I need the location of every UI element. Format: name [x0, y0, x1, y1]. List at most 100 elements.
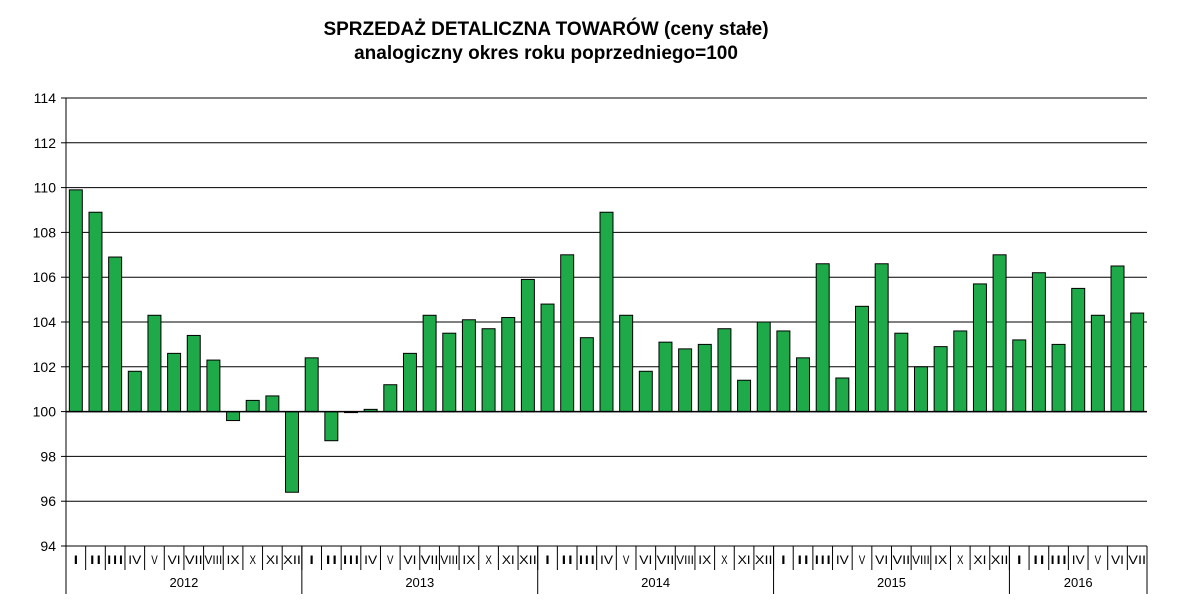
- x-tick-label-54: VII: [1128, 553, 1146, 567]
- x-tick-label-7: VIII: [205, 553, 223, 567]
- bar-46: [972, 283, 987, 413]
- bar-16: [383, 384, 398, 413]
- bar-4: [147, 314, 162, 413]
- bar-35: [756, 321, 771, 413]
- x-tick-label-41: VI: [875, 553, 888, 567]
- bar-23: [520, 278, 535, 413]
- x-tick-label-45: X: [957, 553, 964, 567]
- y-tick-label-104: 104: [33, 314, 57, 330]
- x-tick-label-31: VIII: [676, 553, 694, 567]
- year-label-3: 2015: [877, 575, 906, 590]
- x-tick-label-51: IV: [1072, 553, 1085, 567]
- x-tick-label-44: IX: [934, 553, 947, 567]
- bar-0: [68, 189, 83, 413]
- bar-54: [1130, 312, 1145, 413]
- bar-11: [285, 411, 300, 493]
- year-label-1: 2013: [405, 575, 434, 590]
- x-tick-label-15: IV: [364, 553, 377, 567]
- bar-20: [461, 319, 476, 413]
- bar-7: [206, 359, 221, 413]
- x-tick-label-50: III: [1050, 553, 1068, 567]
- x-tick-label-29: VI: [639, 553, 652, 567]
- x-tick-label-4: V: [151, 553, 158, 567]
- x-tick-label-16: V: [387, 553, 394, 567]
- x-tick-label-14: III: [342, 553, 360, 567]
- x-tick-label-12: I: [308, 553, 315, 567]
- bar-52: [1090, 314, 1105, 413]
- bar-32: [697, 343, 712, 413]
- bar-33: [717, 328, 732, 413]
- bar-49: [1031, 272, 1046, 413]
- bar-48: [1012, 339, 1027, 413]
- x-tick-label-22: XI: [502, 553, 515, 567]
- y-tick-label-106: 106: [33, 269, 57, 285]
- bar-8: [226, 411, 241, 422]
- x-tick-label-40: V: [859, 553, 866, 567]
- bar-51: [1071, 287, 1086, 413]
- bar-19: [442, 332, 457, 413]
- bar-42: [894, 332, 909, 413]
- x-tick-label-23: XII: [519, 553, 537, 567]
- bar-34: [737, 379, 752, 413]
- x-tick-label-47: XII: [991, 553, 1009, 567]
- x-tick-label-13: II: [325, 553, 338, 567]
- y-tick-label-108: 108: [33, 224, 57, 240]
- bar-50: [1051, 343, 1066, 413]
- bar-13: [324, 411, 339, 442]
- x-tick-label-8: IX: [227, 553, 240, 567]
- bar-31: [678, 348, 693, 413]
- x-tick-label-43: VIII: [912, 553, 930, 567]
- bar-36: [776, 330, 791, 413]
- x-tick-label-26: III: [578, 553, 596, 567]
- bar-6: [186, 334, 201, 413]
- bar-3: [127, 370, 142, 413]
- x-tick-label-2: III: [106, 553, 124, 567]
- x-tick-label-39: IV: [836, 553, 849, 567]
- bar-9: [245, 399, 260, 413]
- bar-38: [815, 263, 830, 413]
- bar-30: [658, 341, 673, 413]
- bar-17: [402, 352, 417, 413]
- x-tick-label-19: VIII: [440, 553, 458, 567]
- x-tick-label-17: VI: [403, 553, 416, 567]
- y-tick-label-110: 110: [34, 180, 57, 196]
- bar-37: [796, 357, 811, 413]
- y-tick-label-94: 94: [40, 538, 56, 554]
- x-axis-tick-labels: I II III IV V VI VII VIII IX X XI XII I II III IV V VI VII…: [73, 553, 1146, 567]
- x-tick-label-5: VI: [168, 553, 181, 567]
- bar-21: [481, 328, 496, 413]
- x-tick-label-3: IV: [128, 553, 141, 567]
- y-tick-label-96: 96: [40, 493, 56, 509]
- x-tick-label-10: XI: [266, 553, 279, 567]
- x-tick-label-32: IX: [698, 553, 711, 567]
- bar-41: [874, 263, 889, 413]
- chart-subtitle: analogiczny okres roku poprzedniego=100: [354, 43, 738, 64]
- bar-47: [992, 254, 1007, 413]
- bar-1: [88, 211, 103, 413]
- year-label-0: 2012: [169, 575, 198, 590]
- x-tick-label-35: XII: [755, 553, 773, 567]
- x-tick-label-9: X: [249, 553, 256, 567]
- bar-5: [167, 352, 182, 413]
- x-tick-label-28: V: [623, 553, 630, 567]
- x-tick-label-24: I: [544, 553, 551, 567]
- x-tick-label-21: X: [485, 553, 492, 567]
- x-tick-label-30: VII: [657, 553, 675, 567]
- bar-28: [619, 314, 634, 413]
- x-axis-year-labels: 2012 2013 2014 2015 2016: [169, 575, 1092, 590]
- x-tick-label-0: I: [73, 553, 80, 567]
- x-tick-label-48: I: [1016, 553, 1023, 567]
- x-tick-label-49: II: [1032, 553, 1045, 567]
- bar-39: [835, 377, 850, 413]
- x-tick-label-33: X: [721, 553, 728, 567]
- x-tick-label-46: XI: [973, 553, 986, 567]
- bar-10: [265, 395, 280, 413]
- x-tick-label-11: XII: [283, 553, 301, 567]
- y-axis-tick-labels: 94 96 98 100 102 104 106 108 110 112 114: [33, 90, 57, 554]
- x-tick-label-25: II: [561, 553, 574, 567]
- bar-2: [108, 256, 123, 413]
- x-tick-label-6: VII: [185, 553, 203, 567]
- bar-29: [638, 370, 653, 413]
- x-tick-label-34: XI: [738, 553, 751, 567]
